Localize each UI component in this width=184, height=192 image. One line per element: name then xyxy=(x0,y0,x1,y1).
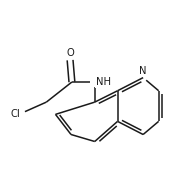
Text: N: N xyxy=(139,66,147,76)
Text: NH: NH xyxy=(96,77,111,87)
Text: O: O xyxy=(66,48,74,58)
Text: Cl: Cl xyxy=(10,108,20,118)
